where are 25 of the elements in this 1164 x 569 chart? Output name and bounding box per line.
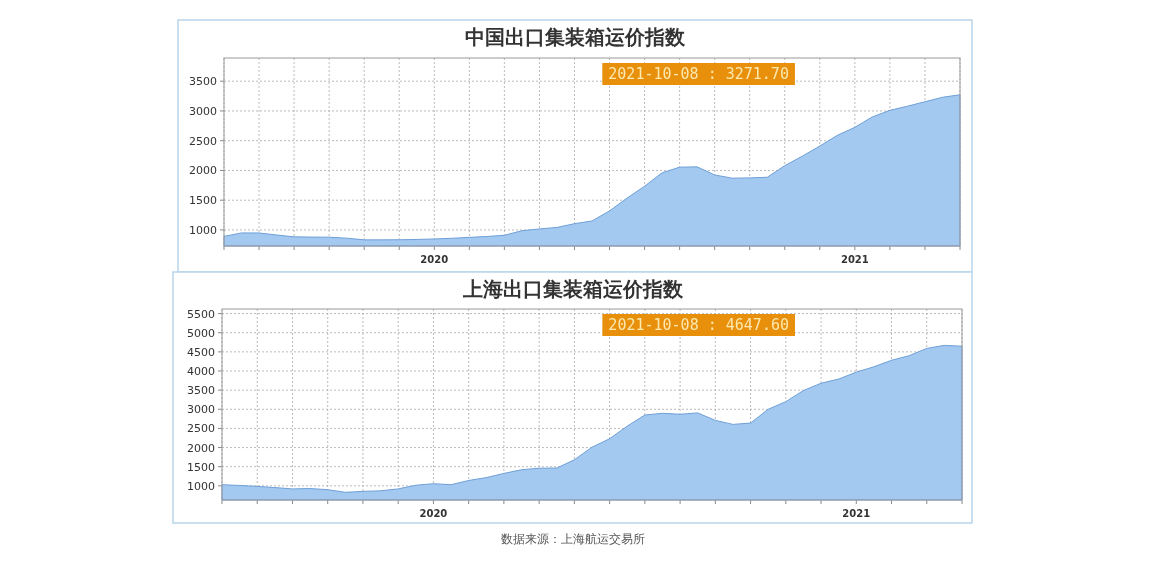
y-tick-label: 3500 (187, 384, 215, 398)
y-tick-label: 3000 (187, 403, 215, 417)
y-tick-label: 1000 (189, 223, 217, 237)
y-tick-label: 2500 (189, 134, 217, 148)
y-tick-label: 2000 (189, 164, 217, 178)
chart-title: 中国出口集装箱运价指数 (465, 25, 686, 49)
y-tick-label: 3500 (189, 75, 217, 89)
y-tick-label: 1000 (187, 479, 215, 493)
y-tick-label: 2500 (187, 422, 215, 436)
y-tick-label: 5000 (187, 326, 215, 340)
y-tick-label: 1500 (189, 194, 217, 208)
chart-title: 上海出口集装箱运价指数 (461, 277, 684, 301)
y-tick-label: 5500 (187, 307, 215, 321)
y-tick-label: 4000 (187, 365, 215, 379)
y-tick-label: 1500 (187, 460, 215, 474)
y-tick-label: 2000 (187, 441, 215, 455)
annotation: 2021-10-08 : 3271.70 (608, 65, 789, 83)
x-tick-label: 2020 (419, 508, 448, 519)
x-tick-label: 2021 (840, 254, 869, 265)
source-note: 数据来源：上海航运交易所 (500, 532, 645, 546)
x-tick-label: 2020 (420, 254, 449, 265)
x-tick-label: 2021 (842, 508, 871, 519)
y-tick-label: 4500 (187, 345, 215, 359)
y-tick-label: 3000 (189, 104, 217, 118)
annotation: 2021-10-08 : 4647.60 (608, 316, 789, 334)
